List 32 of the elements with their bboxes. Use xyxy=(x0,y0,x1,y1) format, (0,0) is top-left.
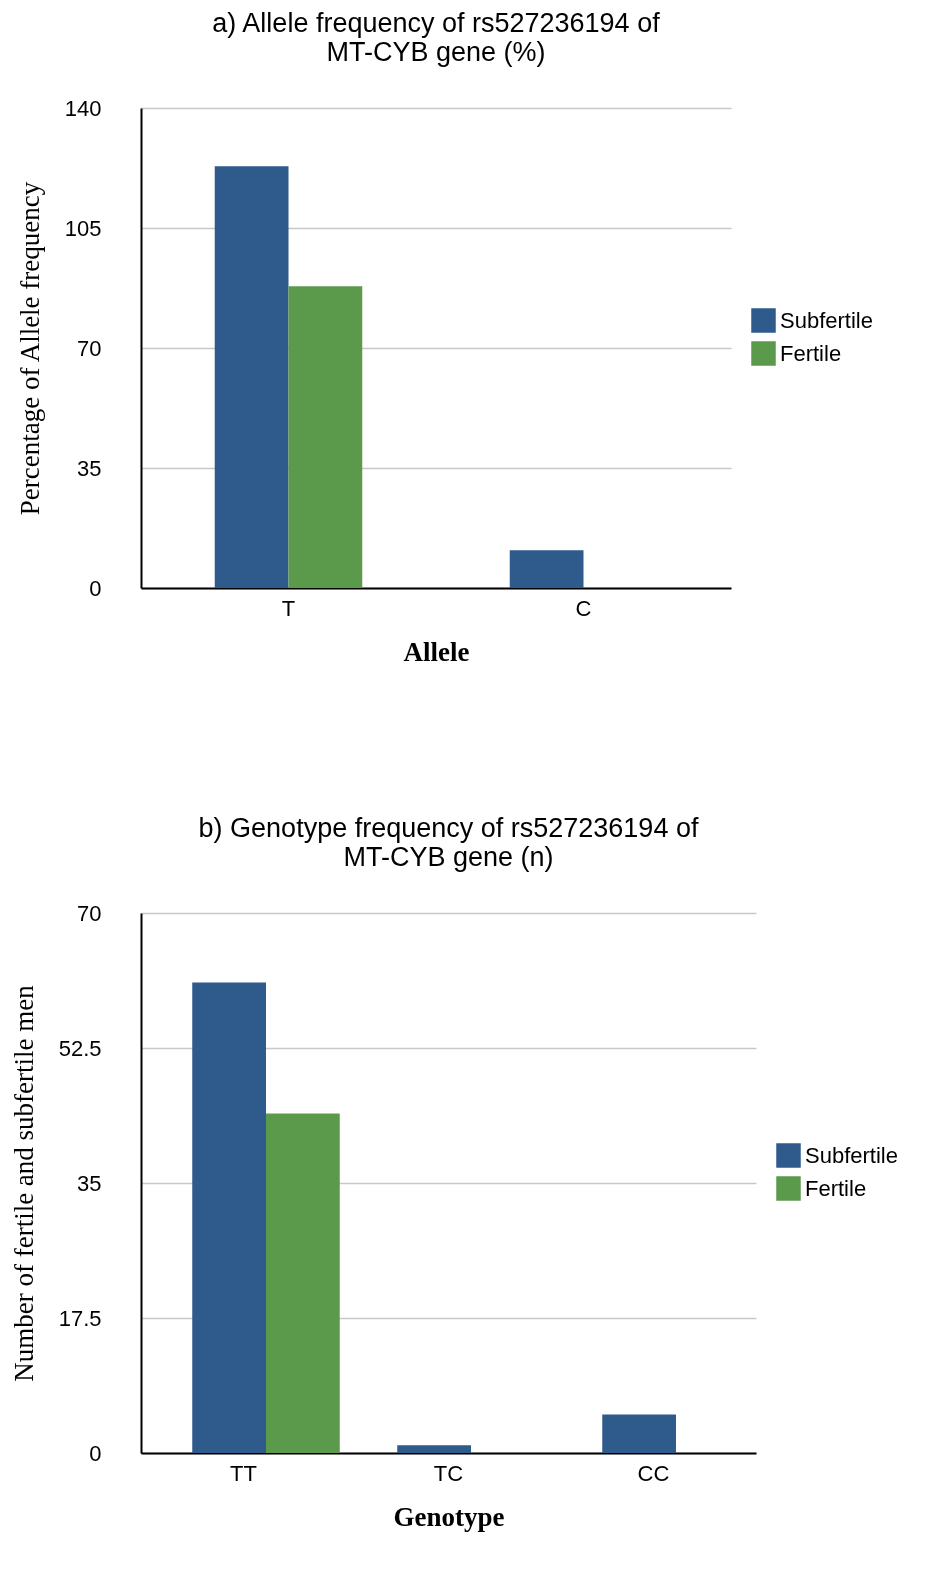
y-tick-label: 0 xyxy=(89,575,102,601)
y-tick-label: 70 xyxy=(77,900,102,926)
legend-label: Fertile xyxy=(805,1175,867,1201)
x-tick-label: TC xyxy=(433,1460,464,1486)
x-tick-label: C xyxy=(575,595,592,621)
x-axis-title: Allele xyxy=(403,636,470,667)
legend-label: Subfertile xyxy=(805,1142,898,1168)
y-tick-label: 70 xyxy=(77,335,102,361)
bar xyxy=(288,286,363,588)
y-tick-label: 140 xyxy=(64,95,102,121)
y-tick-label: 35 xyxy=(77,1170,102,1196)
y-tick-label: 0 xyxy=(89,1440,102,1466)
bar xyxy=(397,1445,471,1453)
legend-label: Fertile xyxy=(780,340,842,366)
x-axis-title: Genotype xyxy=(393,1501,505,1532)
bar xyxy=(214,166,289,588)
x-tick-label: T xyxy=(281,595,296,621)
y-tick-label: 105 xyxy=(64,215,102,241)
x-tick-label: CC xyxy=(637,1460,670,1486)
x-tick-label: TT xyxy=(230,1460,257,1486)
y-axis-title: Percentage of Allele frequency xyxy=(14,181,45,516)
chart-title: a) Allele frequency of rs527236194 of MT-CYB gene (%) xyxy=(212,8,661,67)
y-tick-label: 17.5 xyxy=(58,1305,102,1331)
bar xyxy=(192,982,266,1453)
y-tick-label: 52.5 xyxy=(58,1035,102,1061)
bar xyxy=(602,1414,676,1453)
chart-title: b) Genotype frequency of rs527236194 of MT-CYB gene (n) xyxy=(198,813,699,872)
y-axis-title: Number of fertile and subfertile men xyxy=(8,984,39,1382)
legend-label: Subfertile xyxy=(780,307,873,333)
bar xyxy=(266,1113,340,1453)
bar xyxy=(509,550,584,588)
y-tick-label: 35 xyxy=(77,455,102,481)
